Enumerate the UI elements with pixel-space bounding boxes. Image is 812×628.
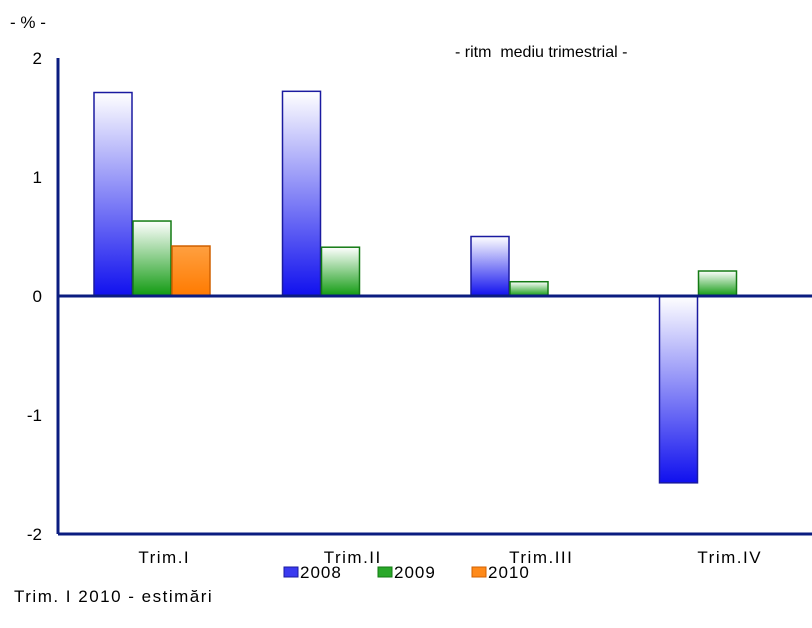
- y-tick-label: 1: [33, 168, 42, 187]
- y-tick-label: -2: [27, 525, 42, 544]
- bars: [93, 90, 738, 484]
- bar-chart: - % - - ritm mediu trimestrial - 2 1 0 -1 -2…: [10, 13, 812, 580]
- bar-2009-trim-iv: [697, 270, 738, 297]
- y-tick-label: 2: [33, 49, 42, 68]
- y-axis-tick-labels: 2 1 0 -1 -2: [27, 49, 42, 544]
- legend-label-2009: 2009: [394, 563, 436, 580]
- bar-2009-trim-ii: [320, 246, 361, 297]
- bar-2008-trim-iv: [658, 295, 699, 484]
- y-tick-label: 0: [33, 287, 42, 306]
- bar-2009-trim-iii: [509, 280, 549, 297]
- bar-2008-trim-i: [93, 91, 133, 297]
- unit-label: - % -: [10, 13, 46, 32]
- legend-label-2008: 2008: [300, 563, 342, 580]
- bar-2009-trim-i: [132, 220, 172, 297]
- x-tick-label: Trim.III: [509, 548, 573, 567]
- legend-swatch-2010: [471, 566, 487, 578]
- x-tick-label: Trim.II: [324, 548, 382, 567]
- bar-2010-trim-i: [171, 245, 211, 297]
- legend-swatch-2009: [377, 566, 393, 578]
- legend: 2008 2009 2010: [283, 563, 530, 580]
- x-tick-label: Trim.I: [138, 548, 190, 567]
- legend-label-2010: 2010: [488, 563, 530, 580]
- x-axis-tick-labels: Trim.I Trim.II Trim.III Trim.IV: [138, 548, 762, 567]
- bar-2008-trim-iii: [470, 235, 510, 297]
- y-tick-label: -1: [27, 406, 42, 425]
- footnote: Trim. I 2010 - estimări: [14, 587, 214, 606]
- x-tick-label: Trim.IV: [697, 548, 762, 567]
- bar-2008-trim-ii: [281, 90, 322, 297]
- chart-subtitle: - ritm mediu trimestrial -: [455, 44, 627, 61]
- legend-swatch-2008: [283, 566, 299, 578]
